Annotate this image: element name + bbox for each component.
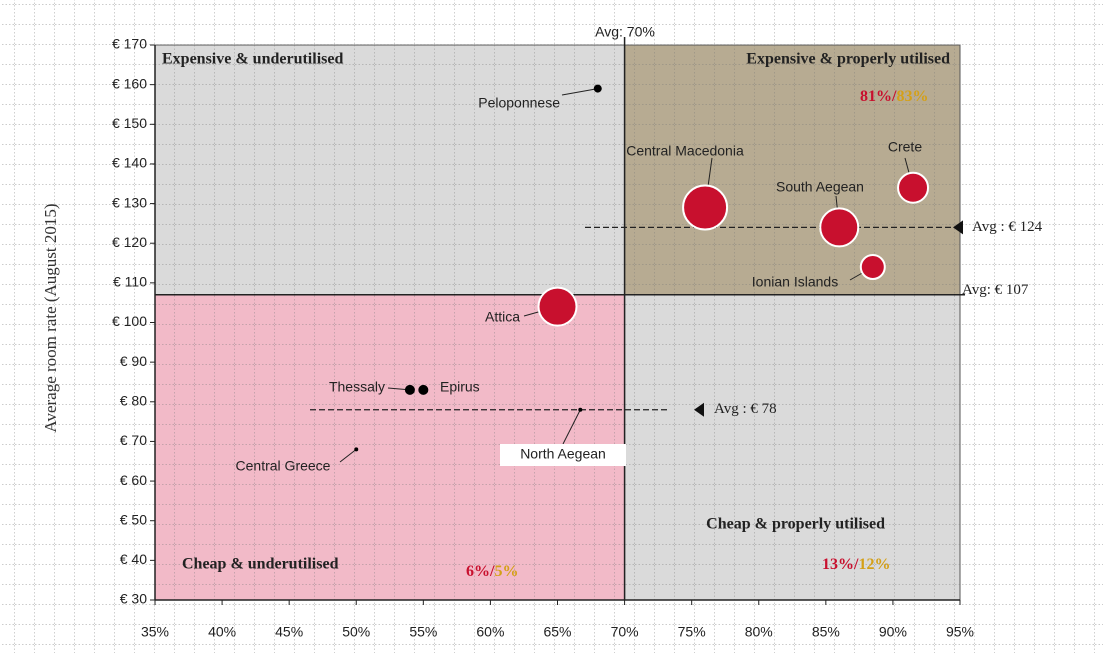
leader-line	[561, 88, 598, 96]
y-tick-label: € 80	[120, 392, 147, 408]
reference-label: Avg : € 78	[714, 401, 777, 417]
point-label: Central Macedonia	[626, 143, 744, 159]
y-tick-label: € 140	[112, 155, 147, 171]
bubble	[404, 384, 415, 395]
point-label: Crete	[888, 139, 922, 155]
reference-label: Avg: € 107	[962, 282, 1029, 298]
y-tick-label: € 110	[113, 274, 147, 290]
y-tick-label: € 30	[120, 591, 147, 607]
leader-line	[339, 448, 357, 463]
point-label: Thessaly	[329, 379, 385, 395]
bubble	[819, 207, 860, 248]
x-tick-label: 55%	[409, 624, 437, 640]
quadrant-share: 81%/83%	[860, 88, 928, 105]
label-box	[500, 444, 626, 466]
y-tick-label: € 150	[112, 115, 147, 131]
bubble	[578, 407, 583, 412]
x-tick-label: 85%	[812, 624, 840, 640]
point-label: Peloponnese	[478, 95, 560, 111]
share-b: 5%	[494, 563, 518, 580]
bubble	[682, 184, 729, 231]
quadrant-share: 13%/12%	[822, 556, 890, 573]
bubble	[537, 286, 578, 327]
quadrant-label: Cheap & underutilised	[182, 556, 339, 573]
share-b: 12%	[858, 556, 890, 573]
share-a: 81%/	[860, 88, 897, 105]
y-tick-label: € 100	[112, 313, 147, 329]
x-tick-label: 40%	[208, 624, 236, 640]
quadrant-label: Expensive & underutilised	[162, 51, 343, 68]
y-tick-label: € 130	[112, 194, 147, 210]
x-tick-label: 75%	[678, 624, 706, 640]
x-tick-label: 95%	[946, 624, 974, 640]
x-tick-label: 50%	[342, 624, 370, 640]
bubble	[897, 171, 930, 204]
point-label: Epirus	[440, 379, 480, 395]
y-tick-label: € 120	[112, 234, 147, 250]
bubble	[593, 84, 602, 93]
y-tick-label: € 40	[120, 551, 147, 567]
quadrant-label: Expensive & properly utilised	[746, 51, 950, 68]
y-tick-label: € 90	[120, 353, 147, 369]
share-b: 83%	[896, 88, 928, 105]
reference-label: Avg : € 124	[972, 219, 1043, 235]
point-label: Ionian Islands	[752, 274, 838, 290]
leader-line	[562, 409, 581, 445]
y-tick-label: € 170	[112, 36, 147, 52]
arrow-marker	[953, 220, 963, 235]
y-tick-label: € 50	[120, 511, 147, 527]
bubble	[354, 447, 359, 452]
x-tick-label: 70%	[611, 624, 639, 640]
share-a: 6%/	[466, 563, 495, 580]
x-tick-label: 65%	[543, 624, 571, 640]
reference-label: Avg: 70%	[595, 24, 655, 40]
arrow-marker	[694, 402, 704, 417]
x-tick-label: 90%	[879, 624, 907, 640]
point-label: South Aegean	[776, 179, 864, 195]
x-tick-label: 60%	[476, 624, 504, 640]
y-tick-label: € 70	[120, 432, 147, 448]
quadrant-label: Cheap & properly utilised	[706, 516, 885, 533]
share-a: 13%/	[822, 556, 859, 573]
x-tick-label: 80%	[745, 624, 773, 640]
y-axis-label: Average room rate (August 2015)	[41, 203, 60, 432]
point-label: Central Greece	[236, 458, 331, 474]
quadrant-share: 6%/5%	[466, 563, 518, 580]
bubble	[418, 384, 429, 395]
y-tick-label: € 60	[120, 472, 147, 488]
x-tick-label: 35%	[141, 624, 169, 640]
point-label: Attica	[485, 309, 520, 325]
bubble	[859, 254, 886, 280]
y-tick-label: € 160	[112, 75, 147, 91]
x-tick-label: 45%	[275, 624, 303, 640]
point-label: North Aegean	[520, 446, 606, 462]
